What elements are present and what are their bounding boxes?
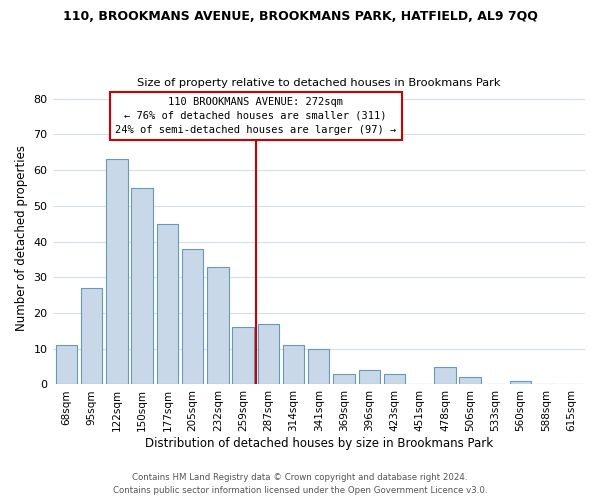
Bar xyxy=(131,188,153,384)
Bar xyxy=(157,224,178,384)
Bar xyxy=(283,345,304,385)
Bar xyxy=(257,324,279,384)
Bar xyxy=(333,374,355,384)
Text: Contains HM Land Registry data © Crown copyright and database right 2024.
Contai: Contains HM Land Registry data © Crown c… xyxy=(113,474,487,495)
Bar xyxy=(384,374,405,384)
Bar xyxy=(81,288,103,384)
Bar xyxy=(106,160,128,384)
X-axis label: Distribution of detached houses by size in Brookmans Park: Distribution of detached houses by size … xyxy=(145,437,493,450)
Bar xyxy=(460,378,481,384)
Bar xyxy=(510,381,532,384)
Bar xyxy=(359,370,380,384)
Bar xyxy=(182,248,203,384)
Bar xyxy=(207,266,229,384)
Bar xyxy=(56,345,77,385)
Text: 110 BROOKMANS AVENUE: 272sqm
← 76% of detached houses are smaller (311)
24% of s: 110 BROOKMANS AVENUE: 272sqm ← 76% of de… xyxy=(115,97,397,135)
Bar xyxy=(232,328,254,384)
Text: 110, BROOKMANS AVENUE, BROOKMANS PARK, HATFIELD, AL9 7QQ: 110, BROOKMANS AVENUE, BROOKMANS PARK, H… xyxy=(62,10,538,23)
Bar xyxy=(308,348,329,384)
Title: Size of property relative to detached houses in Brookmans Park: Size of property relative to detached ho… xyxy=(137,78,500,88)
Y-axis label: Number of detached properties: Number of detached properties xyxy=(15,145,28,331)
Bar xyxy=(434,366,455,384)
